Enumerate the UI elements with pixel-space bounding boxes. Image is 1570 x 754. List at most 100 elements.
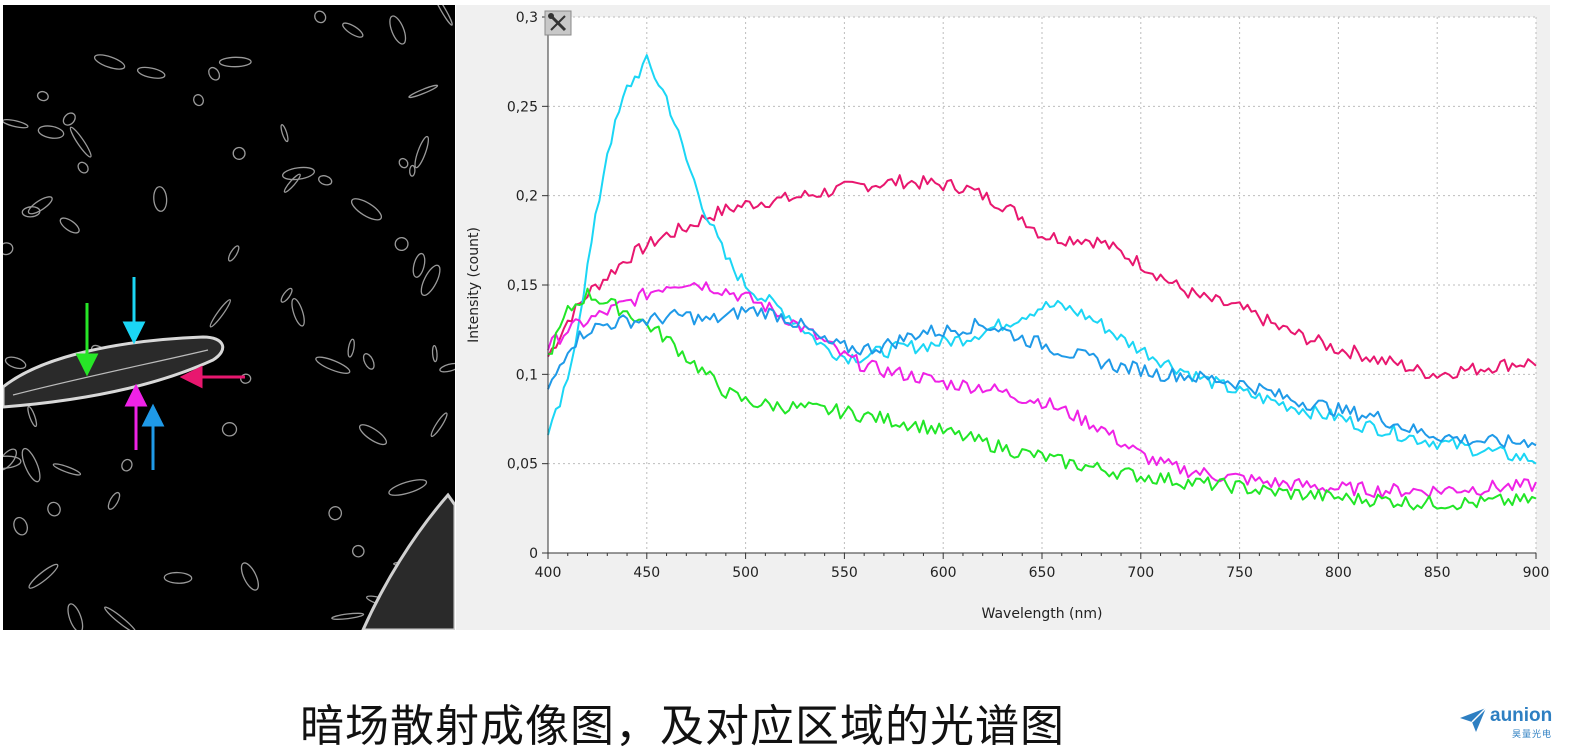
small-diatom: [163, 571, 193, 584]
aunion-logo: aunion 昊量光电: [1458, 704, 1562, 744]
small-diatom: [107, 491, 121, 510]
small-diatom: [331, 612, 365, 620]
small-diatom: [27, 196, 53, 215]
small-diatom: [21, 447, 41, 483]
series-group: [547, 54, 1537, 511]
small-diatom: [291, 297, 305, 327]
diatom-specks: [3, 5, 455, 630]
spectrum-plot-panel: 400 450 500 550 600 650 700 750 800 850 900 0 0,05 0…: [456, 5, 1550, 630]
small-diatom: [227, 245, 240, 262]
small-diatom: [209, 299, 232, 328]
small-diatom: [3, 455, 22, 470]
small-diatom: [3, 118, 29, 129]
small-diatom: [433, 5, 453, 26]
logo-subtext: 昊量光电: [1512, 730, 1553, 740]
small-diatom: [420, 264, 441, 296]
small-diatom: [280, 124, 289, 143]
small-diatom: [47, 501, 61, 517]
small-diatom: [283, 173, 301, 193]
x-tick-label: 600: [930, 565, 957, 581]
small-diatom: [93, 54, 126, 70]
small-diatom: [431, 344, 438, 363]
small-diatom: [27, 405, 38, 428]
y-tick-label: 0: [529, 546, 538, 562]
small-diatom: [430, 412, 448, 438]
darkfield-image-graphic: [3, 5, 455, 630]
small-diatom: [362, 353, 375, 370]
y-tick-label: 0,3: [516, 10, 538, 26]
arrow-magenta: [124, 383, 148, 450]
y-tick-label: 0,15: [507, 278, 538, 294]
small-diatom: [350, 198, 383, 221]
small-diatom: [388, 479, 428, 496]
small-diatom: [358, 424, 388, 446]
small-diatom: [342, 22, 364, 38]
small-diatom: [52, 463, 82, 476]
series-line-1: [547, 174, 1537, 380]
x-tick-label: 400: [535, 565, 562, 581]
large-diatom-lower: [361, 492, 455, 630]
small-diatom: [328, 506, 343, 521]
small-diatom: [398, 157, 409, 169]
small-diatom: [218, 56, 252, 68]
small-diatom: [69, 126, 92, 158]
small-diatom: [394, 237, 409, 251]
arrow-green: [75, 303, 99, 377]
darkfield-image: [3, 5, 455, 630]
small-diatom: [439, 362, 455, 373]
small-diatom: [315, 356, 351, 374]
small-diatom: [153, 186, 168, 212]
small-diatom: [318, 175, 333, 186]
small-diatom: [347, 338, 355, 358]
small-diatom: [240, 373, 252, 384]
paper-plane-icon: [1460, 707, 1487, 732]
y-axis-label: Intensity (count): [466, 227, 482, 343]
small-diatom: [77, 161, 89, 174]
small-diatom: [232, 146, 246, 160]
small-diatom: [414, 135, 430, 169]
figure-caption: 暗场散射成像图，及对应区域的光谱图: [300, 701, 1065, 752]
small-diatom: [62, 112, 76, 126]
series-line-3: [547, 281, 1537, 499]
y-ticks: 0 0,05 0,1 0,15 0,2 0,25 0,3: [507, 10, 548, 562]
small-diatom: [3, 448, 17, 471]
arrow-blue: [141, 403, 165, 470]
series-line-2: [547, 54, 1537, 465]
y-tick-label: 0,1: [516, 367, 538, 383]
diatom-raphe: [12, 349, 209, 396]
small-diatom: [36, 90, 49, 102]
small-diatom: [4, 356, 27, 370]
x-tick-label: 750: [1226, 565, 1253, 581]
small-diatom: [389, 15, 407, 45]
x-tick-label: 550: [831, 565, 858, 581]
x-tick-label: 700: [1127, 565, 1154, 581]
logo-text: aunion: [1490, 705, 1553, 726]
small-diatom: [281, 166, 316, 181]
x-tick-label: 800: [1325, 565, 1352, 581]
wrench-screwdriver-icon[interactable]: [544, 10, 572, 36]
small-diatom: [221, 422, 238, 437]
spectrum-chart: 400 450 500 550 600 650 700 750 800 850 900 00,050…: [466, 10, 1549, 622]
series-line-5: [547, 306, 1537, 449]
small-diatom: [314, 10, 327, 24]
small-diatom: [409, 164, 416, 177]
x-tick-label: 850: [1424, 565, 1451, 581]
small-diatom: [280, 287, 293, 303]
series-line-4: [547, 287, 1537, 511]
small-diatom: [408, 84, 439, 99]
arrow-cyan: [122, 277, 146, 345]
small-diatom: [67, 603, 84, 630]
small-diatom: [59, 217, 80, 234]
small-diatom: [193, 94, 204, 107]
small-diatom: [136, 66, 166, 79]
x-tick-label: 450: [633, 565, 660, 581]
y-tick-label: 0,2: [516, 189, 538, 205]
x-ticks: 400 450 500 550 600 650 700 750 800 850 900: [535, 553, 1549, 581]
small-diatom: [104, 606, 137, 630]
small-diatom: [208, 66, 221, 81]
small-diatom: [412, 252, 426, 278]
y-tick-label: 0,25: [507, 99, 538, 115]
x-tick-label: 500: [732, 565, 759, 581]
small-diatom: [240, 562, 259, 591]
small-diatom: [121, 458, 133, 472]
